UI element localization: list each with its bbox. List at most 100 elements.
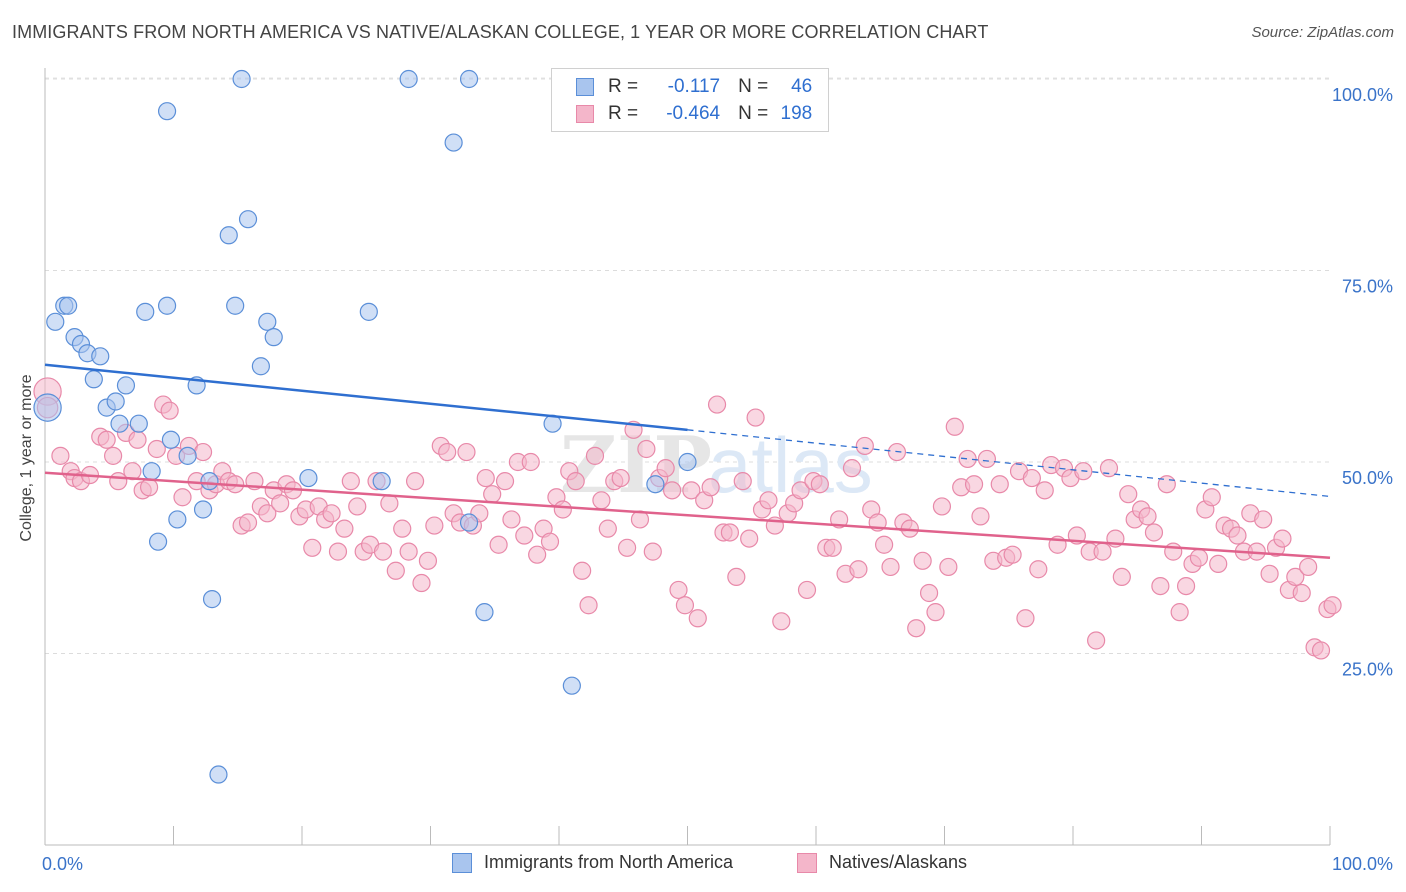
data-point-natives: [1138, 507, 1157, 526]
data-point-natives: [1157, 475, 1176, 494]
trendline-immigrants: [44, 363, 688, 432]
data-point-immigrants: [33, 393, 62, 422]
data-point-natives: [1299, 557, 1318, 577]
legend-n-label: N =: [738, 76, 769, 97]
data-point-natives: [964, 475, 984, 494]
data-point-natives: [373, 542, 393, 561]
data-point-natives: [425, 516, 444, 535]
data-point-natives: [830, 510, 849, 529]
data-point-natives: [193, 442, 213, 462]
data-point-natives: [1209, 554, 1228, 573]
data-point-immigrants: [238, 210, 258, 229]
data-point-natives: [335, 519, 354, 538]
data-point-natives: [1151, 576, 1170, 596]
data-point-immigrants: [148, 532, 168, 551]
data-point-natives: [598, 519, 617, 538]
data-point-natives: [348, 497, 367, 516]
data-point-immigrants: [110, 414, 129, 433]
data-point-natives: [990, 475, 1009, 494]
data-point-immigrants: [168, 510, 187, 529]
data-point-natives: [733, 472, 752, 491]
data-point-natives: [322, 504, 341, 523]
data-point-natives: [489, 535, 508, 554]
data-point-natives: [173, 488, 192, 507]
legend-r-value: -0.117: [667, 76, 721, 97]
legend-n-value: 198: [780, 103, 813, 124]
legend-r-value: -0.464: [666, 103, 721, 124]
data-point-natives: [727, 567, 746, 587]
data-point-natives: [502, 510, 521, 529]
data-point-natives: [540, 532, 560, 551]
data-point-natives: [958, 449, 977, 469]
data-point-natives: [97, 430, 116, 449]
legend-row-natives: R = -0.464 N = 198: [576, 101, 812, 127]
trendline-natives: [44, 471, 1331, 559]
data-point-immigrants: [178, 446, 197, 465]
data-point-natives: [438, 442, 457, 462]
data-point-natives: [656, 459, 675, 478]
data-point-natives: [707, 395, 727, 414]
data-point-natives: [1202, 488, 1221, 507]
series-natives-points: [33, 377, 1342, 660]
y-tick-label: 75.0%: [1342, 277, 1393, 297]
data-point-natives: [913, 551, 932, 570]
bottom-legend-label-natives: Natives/Alaskans: [829, 852, 968, 872]
data-point-natives: [1003, 545, 1022, 564]
data-point-natives: [919, 583, 939, 603]
data-point-natives: [1016, 609, 1035, 628]
data-point-natives: [328, 542, 348, 561]
trend-lines: [44, 363, 1331, 559]
data-point-natives: [109, 472, 128, 491]
data-point-immigrants: [202, 590, 222, 609]
data-point-natives: [412, 573, 431, 593]
data-point-natives: [528, 545, 547, 564]
data-point-natives: [139, 478, 159, 497]
data-point-natives: [875, 535, 894, 554]
data-point-natives: [1176, 576, 1196, 596]
data-point-immigrants: [459, 513, 479, 532]
data-point-natives: [483, 485, 502, 504]
data-point-immigrants: [678, 452, 697, 472]
data-point-natives: [977, 449, 997, 469]
data-point-immigrants: [444, 133, 463, 152]
data-point-immigrants: [136, 302, 155, 321]
data-point-natives: [1292, 583, 1311, 603]
data-point-immigrants: [84, 370, 103, 389]
legend-n-label: N =: [738, 103, 769, 124]
correlation-legend: R = -0.117 N = 46 R = -0.464 N = 198: [551, 68, 829, 132]
data-point-natives: [521, 452, 540, 472]
data-point-natives: [797, 580, 817, 600]
data-point-natives: [128, 430, 147, 449]
y-tick-label: 25.0%: [1342, 660, 1393, 680]
x-tick-label: 0.0%: [42, 854, 83, 874]
axes: [44, 68, 1331, 846]
data-point-natives: [1022, 468, 1041, 488]
bottom-legend-natives: Natives/Alaskans: [797, 852, 967, 873]
data-point-natives: [932, 497, 952, 516]
data-point-natives: [675, 596, 695, 615]
data-point-natives: [855, 436, 874, 456]
data-point-natives: [1311, 641, 1331, 660]
legend-swatch-natives: [576, 105, 594, 123]
data-point-natives: [759, 491, 778, 510]
data-point-natives: [907, 619, 926, 638]
gridlines: [45, 77, 1330, 654]
chart-source: Source: ZipAtlas.com: [1251, 24, 1394, 41]
data-point-natives: [682, 481, 701, 500]
data-point-natives: [849, 560, 868, 579]
data-point-immigrants: [209, 765, 228, 784]
data-point-natives: [662, 481, 682, 500]
x-tick-label: 100.0%: [1332, 854, 1393, 874]
data-point-immigrants: [200, 472, 219, 491]
data-point-natives: [573, 561, 592, 580]
data-point-natives: [810, 475, 829, 494]
data-point-natives: [1087, 631, 1106, 650]
data-point-natives: [579, 596, 598, 615]
data-point-immigrants: [251, 357, 270, 376]
data-point-immigrants: [193, 500, 213, 519]
legend-n-value: 46: [791, 76, 813, 97]
data-point-immigrants: [372, 472, 391, 491]
data-point-natives: [418, 551, 438, 570]
data-point-natives: [1273, 529, 1292, 548]
data-point-natives: [1035, 481, 1054, 500]
